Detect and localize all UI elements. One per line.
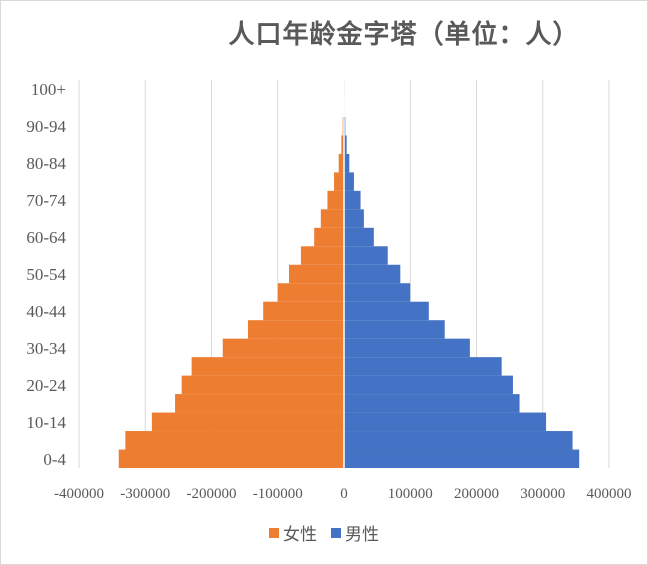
bar-male-0-4 <box>344 449 580 468</box>
y-tick-label-70-74: 70-74 <box>26 191 66 210</box>
bar-male-45-49 <box>344 283 411 302</box>
bar-male-10-14 <box>344 412 547 432</box>
x-tick-label-2: -200000 <box>187 486 237 502</box>
bar-male-15-19 <box>344 394 520 413</box>
bar-male-60-64 <box>344 227 374 247</box>
bar-female-30-34 <box>222 338 344 358</box>
bar-female-80-84 <box>338 153 344 173</box>
bar-male-50-54 <box>344 264 401 284</box>
bar-male-25-29 <box>344 357 502 376</box>
legend-item-female: 女性 <box>269 520 317 545</box>
legend-swatch-male <box>331 527 341 538</box>
bar-male-5-9 <box>344 431 573 450</box>
bar-male-30-34 <box>344 338 470 358</box>
chart-title: 人口年龄金字塔（单位：人） <box>228 20 580 50</box>
y-tick-label-30-34: 30-34 <box>26 339 66 358</box>
y-tick-label-50-54: 50-54 <box>26 265 66 284</box>
y-tick-label-90-94: 90-94 <box>26 117 66 136</box>
x-tick-label-0: -400000 <box>54 486 104 502</box>
bar-male-65-69 <box>344 209 364 228</box>
bar-female-0-4 <box>118 449 344 468</box>
bar-male-70-74 <box>344 190 361 210</box>
y-tick-label-20-24: 20-24 <box>26 376 66 395</box>
x-tick-label-4: 0 <box>340 486 348 502</box>
x-tick-label-6: 200000 <box>454 486 499 502</box>
bar-female-55-59 <box>300 246 344 265</box>
y-tick-label-100+: 100+ <box>31 80 66 99</box>
x-tick-label-1: -300000 <box>120 486 170 502</box>
legend-swatch-female <box>269 527 279 538</box>
legend-item-male: 男性 <box>331 520 379 545</box>
y-tick-label-10-14: 10-14 <box>26 413 66 432</box>
bar-female-75-79 <box>334 172 344 191</box>
bar-male-35-39 <box>344 320 445 339</box>
bar-female-20-24 <box>181 375 344 395</box>
bar-male-20-24 <box>344 375 513 395</box>
x-tick-label-7: 300000 <box>520 486 565 502</box>
bar-female-50-54 <box>289 264 344 284</box>
bar-female-15-19 <box>175 394 344 413</box>
bar-female-70-74 <box>327 190 344 210</box>
bar-female-45-49 <box>277 283 344 302</box>
bar-female-60-64 <box>314 227 344 247</box>
bar-male-40-44 <box>344 301 429 321</box>
bar-female-10-14 <box>151 412 344 432</box>
legend-label-male: 男性 <box>345 525 379 545</box>
y-tick-label-0-4: 0-4 <box>43 450 66 469</box>
legend-label-female: 女性 <box>283 525 317 545</box>
bar-female-85-89 <box>341 135 344 154</box>
x-tick-label-3: -100000 <box>253 486 303 502</box>
bar-female-35-39 <box>247 320 344 339</box>
bar-female-65-69 <box>320 209 344 228</box>
bar-male-80-84 <box>344 153 350 173</box>
bar-male-55-59 <box>344 246 388 265</box>
y-tick-label-40-44: 40-44 <box>26 302 66 321</box>
bar-male-85-89 <box>344 135 347 154</box>
y-tick-label-60-64: 60-64 <box>26 228 66 247</box>
x-tick-label-5: 100000 <box>388 486 433 502</box>
bar-female-25-29 <box>191 357 344 376</box>
x-tick-label-8: 400000 <box>587 486 632 502</box>
legend: 女性 男性 <box>0 520 648 545</box>
bar-female-5-9 <box>125 431 344 450</box>
y-tick-label-80-84: 80-84 <box>26 154 66 173</box>
bar-female-40-44 <box>263 301 344 321</box>
bar-male-75-79 <box>344 172 354 191</box>
